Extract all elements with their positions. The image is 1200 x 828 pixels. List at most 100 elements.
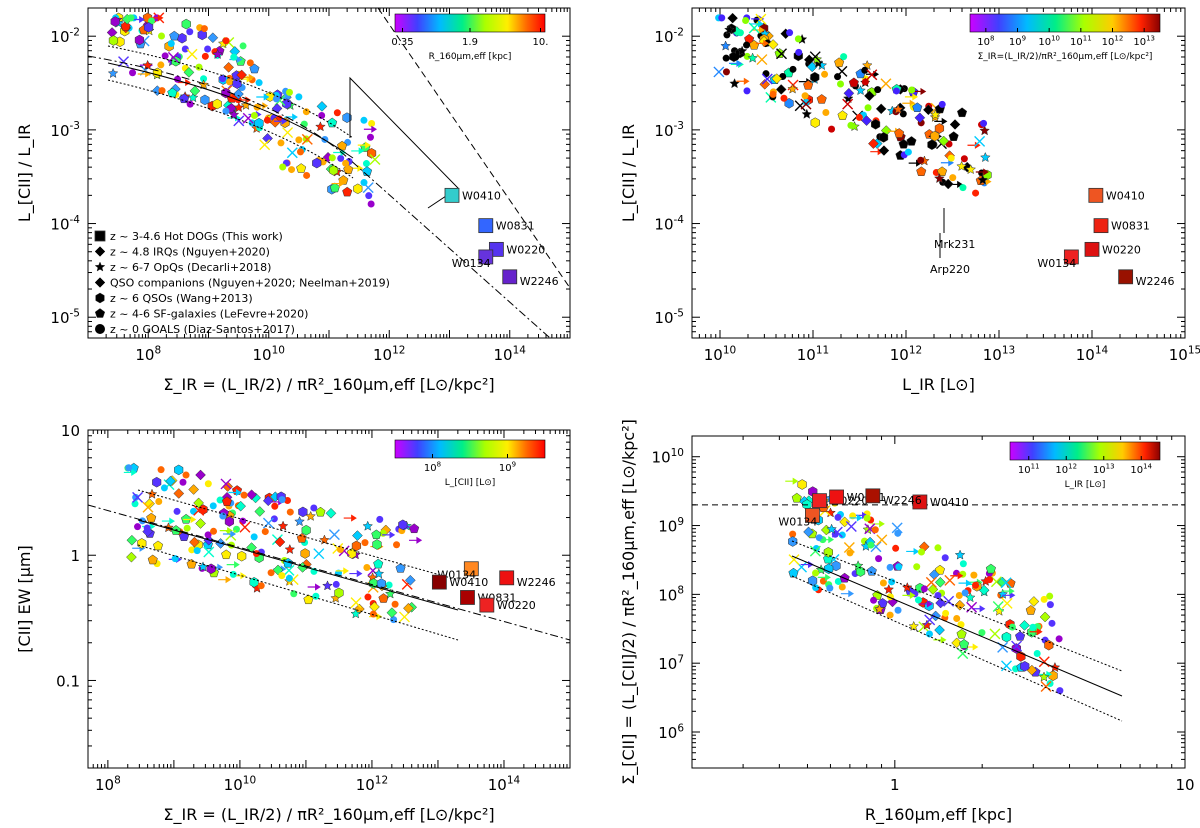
data-point bbox=[262, 133, 273, 144]
data-point bbox=[942, 609, 950, 617]
data-point bbox=[294, 516, 305, 527]
legend-label: z ~ 0 GOALS (Diaz-Santos+2017) bbox=[110, 323, 295, 336]
data-point bbox=[386, 607, 398, 619]
data-point bbox=[718, 14, 726, 22]
data-point bbox=[222, 37, 230, 45]
data-point bbox=[161, 52, 169, 60]
hot-dog-marker bbox=[444, 187, 460, 203]
data-point bbox=[195, 469, 206, 481]
data-point bbox=[934, 576, 946, 588]
data-point bbox=[393, 541, 401, 549]
colorbar-tick-label: 1011 bbox=[1070, 35, 1092, 49]
data-point bbox=[883, 583, 895, 595]
data-point bbox=[188, 484, 200, 495]
data-point bbox=[972, 189, 980, 197]
data-point bbox=[342, 112, 352, 123]
data-point bbox=[233, 88, 244, 100]
y-tick-label: 0.1 bbox=[56, 672, 80, 690]
data-point bbox=[776, 48, 788, 60]
data-point bbox=[820, 536, 835, 544]
hot-dog-label: W0831 bbox=[1111, 220, 1150, 233]
data-point bbox=[834, 57, 845, 68]
data-point bbox=[240, 99, 252, 110]
data-point bbox=[992, 600, 1004, 612]
data-point bbox=[933, 172, 945, 184]
data-point bbox=[1029, 628, 1043, 636]
data-point bbox=[262, 517, 274, 529]
data-point bbox=[366, 133, 374, 141]
data-point bbox=[305, 510, 317, 521]
legend-label: z ~ 6-7 OpQs (Decarli+2018) bbox=[110, 261, 271, 274]
data-point bbox=[132, 491, 144, 503]
colorbar-label: Σ_IR=(L_IR/2)/πR²_160μm,eff [L⊙/kpc²] bbox=[978, 52, 1153, 62]
x-axis-label: L_IR [L⊙] bbox=[902, 375, 975, 395]
data-point bbox=[934, 624, 945, 636]
data-point bbox=[195, 63, 203, 71]
data-point bbox=[849, 514, 863, 522]
data-point bbox=[921, 619, 933, 630]
data-point bbox=[108, 35, 119, 46]
data-point bbox=[1020, 661, 1030, 672]
data-point bbox=[210, 527, 218, 535]
data-point bbox=[237, 550, 247, 562]
data-point bbox=[929, 109, 941, 120]
data-point bbox=[831, 560, 841, 572]
data-point bbox=[228, 488, 242, 497]
data-point bbox=[367, 200, 375, 208]
legend-label: z ~ 6 QSOs (Wang+2013) bbox=[110, 292, 253, 305]
data-point bbox=[212, 48, 224, 60]
data-point bbox=[221, 549, 232, 560]
data-point bbox=[1046, 679, 1054, 687]
hot-dog-marker bbox=[865, 488, 881, 504]
data-point bbox=[736, 77, 750, 85]
data-point bbox=[867, 541, 875, 549]
data-point bbox=[843, 87, 855, 99]
data-point bbox=[786, 29, 794, 37]
x-tick-label: 1015 bbox=[1169, 344, 1200, 364]
data-point bbox=[1025, 605, 1036, 615]
data-point bbox=[874, 603, 885, 614]
data-point bbox=[200, 75, 208, 83]
y-tick-label: 10-4 bbox=[654, 214, 684, 234]
data-point bbox=[188, 546, 196, 554]
legend-marker bbox=[94, 277, 106, 288]
data-point bbox=[742, 17, 750, 25]
data-point bbox=[349, 569, 363, 578]
x-tick-label: 1010 bbox=[253, 344, 285, 364]
data-point bbox=[351, 540, 362, 552]
data-point bbox=[239, 521, 251, 533]
x-tick-label: 1012 bbox=[890, 344, 922, 364]
data-point bbox=[736, 29, 744, 37]
data-point bbox=[219, 75, 227, 83]
data-point bbox=[894, 606, 902, 614]
data-point bbox=[158, 87, 166, 95]
data-point bbox=[342, 159, 350, 167]
data-point bbox=[222, 107, 230, 115]
data-point bbox=[174, 464, 184, 476]
data-point bbox=[216, 496, 224, 504]
data-point bbox=[362, 520, 374, 531]
fit-line bbox=[87, 504, 571, 641]
data-point bbox=[809, 545, 821, 557]
hot-dog-marker bbox=[1088, 187, 1104, 203]
data-point bbox=[147, 554, 158, 565]
hot-dog-label: W0220 bbox=[506, 243, 545, 256]
data-point bbox=[405, 574, 416, 586]
data-point bbox=[265, 91, 275, 102]
data-point bbox=[236, 69, 248, 81]
legend-marker bbox=[95, 292, 105, 304]
data-point bbox=[367, 148, 377, 159]
data-point bbox=[403, 602, 414, 614]
data-point bbox=[876, 534, 888, 546]
x-axis-label: Σ_IR = (L_IR/2) / πR²_160μm,eff [L⊙/kpc²… bbox=[163, 805, 494, 825]
data-point bbox=[318, 112, 326, 120]
data-point bbox=[325, 507, 337, 519]
data-point bbox=[997, 588, 1009, 599]
data-point bbox=[866, 69, 878, 81]
data-point bbox=[803, 526, 814, 538]
data-point bbox=[201, 52, 209, 60]
data-point bbox=[927, 139, 937, 150]
data-point bbox=[816, 94, 827, 104]
data-point bbox=[949, 119, 961, 130]
hot-dog-marker bbox=[912, 494, 928, 510]
